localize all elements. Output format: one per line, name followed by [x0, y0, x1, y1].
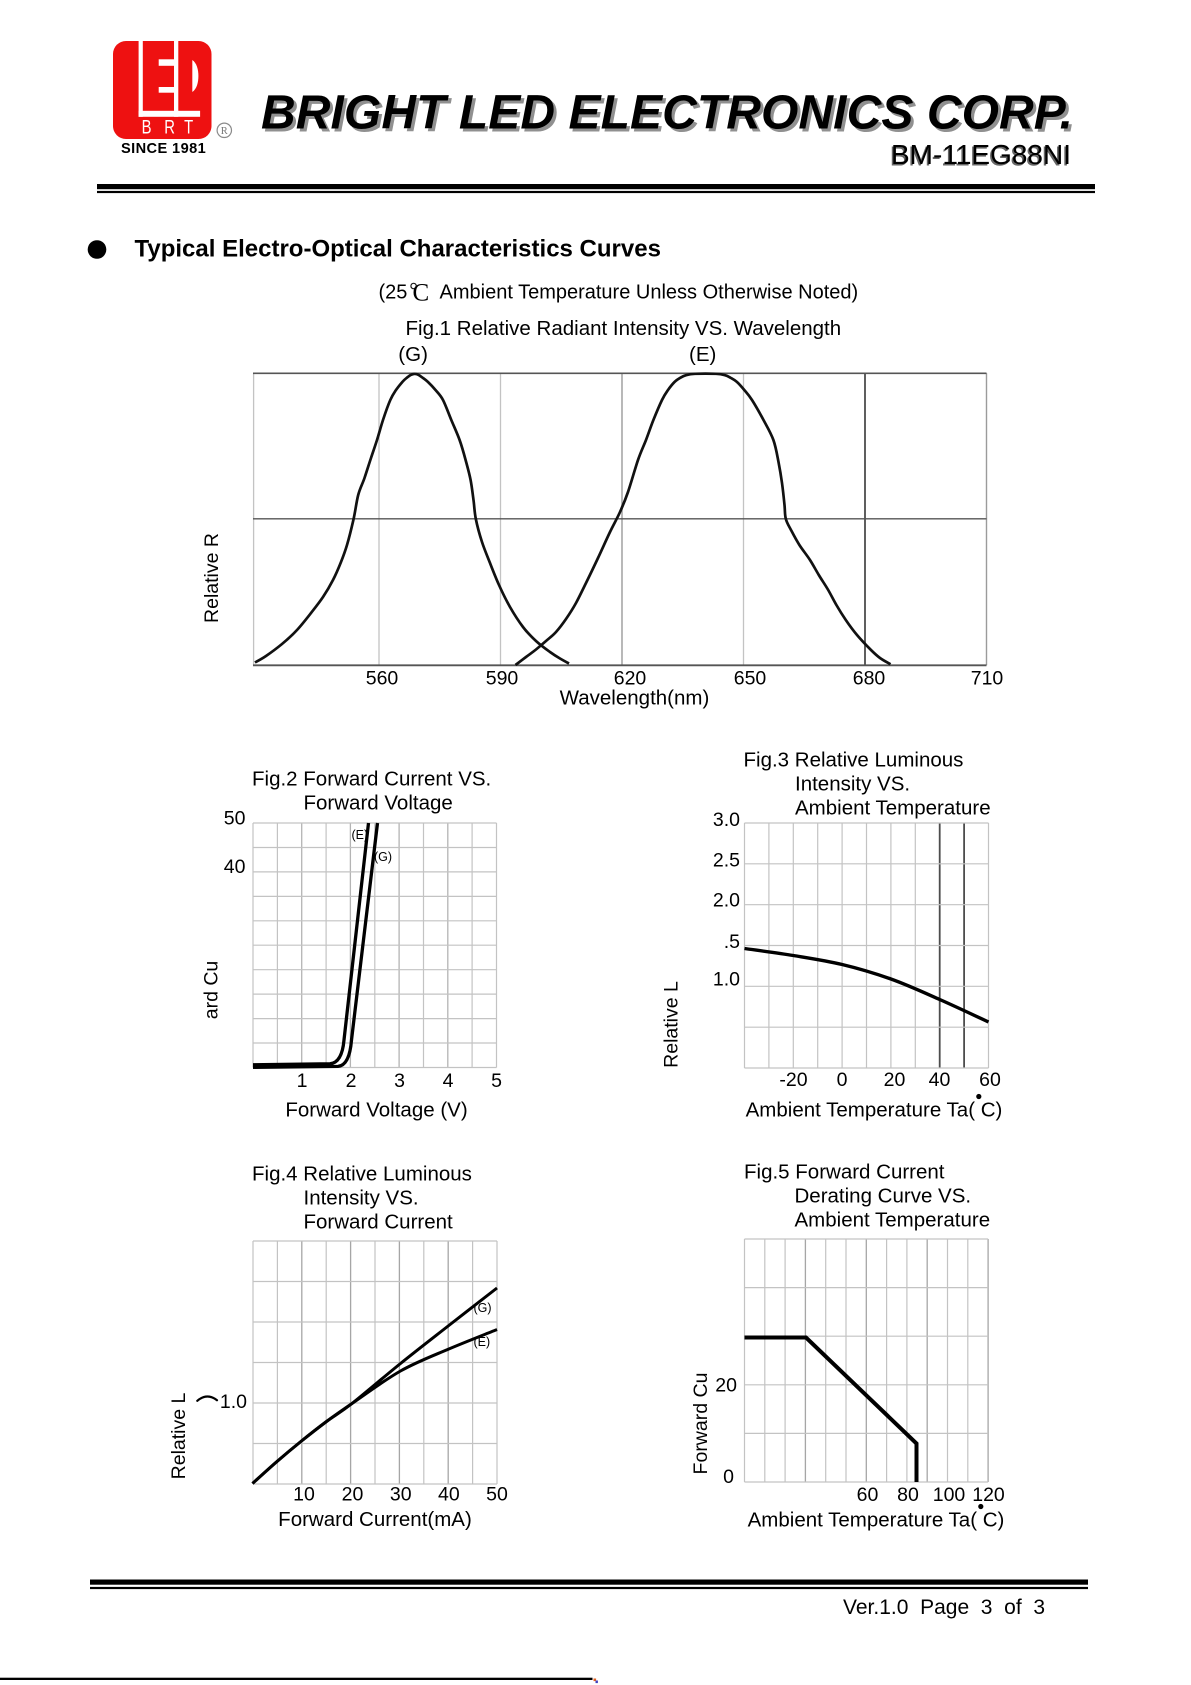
svg-text:BM-11EG88NI: BM-11EG88NI [890, 141, 1070, 172]
svg-text:710: 710 [971, 667, 1004, 689]
svg-text:R: R [221, 126, 228, 137]
svg-text:1.0: 1.0 [713, 969, 740, 991]
svg-text:50: 50 [224, 808, 246, 830]
svg-text:680: 680 [853, 667, 886, 689]
svg-text:1.0: 1.0 [220, 1391, 247, 1413]
svg-text:Intensity VS.: Intensity VS. [795, 773, 910, 796]
svg-text:30: 30 [390, 1484, 412, 1506]
svg-text:60: 60 [979, 1069, 1001, 1091]
svg-text:(E): (E) [474, 1335, 491, 1349]
svg-text:50: 50 [486, 1484, 508, 1506]
svg-text:Relative L: Relative L [168, 1392, 190, 1479]
svg-text:Ambient Temperature Ta( C): Ambient Temperature Ta( C) [746, 1099, 1003, 1122]
svg-text:Ambient Temperature: Ambient Temperature [795, 797, 991, 820]
svg-text:C: C [413, 280, 430, 307]
svg-text:Wavelength(nm): Wavelength(nm) [560, 687, 710, 710]
svg-text:5: 5 [491, 1070, 502, 1092]
svg-text:3.0: 3.0 [713, 809, 740, 831]
svg-text:Ver.1.0 Page 3 of 3: Ver.1.0 Page 3 of 3 [843, 1596, 1045, 1619]
svg-text:Forward Voltage (V): Forward Voltage (V) [285, 1099, 467, 1122]
svg-text:BRIGHT LED ELECTRONICS CORP.: BRIGHT LED ELECTRONICS CORP. [264, 90, 1076, 143]
svg-text:BM-11EG88NI: BM-11EG88NI [891, 139, 1071, 170]
svg-text:BRIGHT LED ELECTRONICS CORP.: BRIGHT LED ELECTRONICS CORP. [261, 87, 1073, 140]
svg-text:B: B [142, 117, 152, 138]
svg-text:20: 20 [884, 1069, 906, 1091]
svg-text:Forward Voltage: Forward Voltage [304, 792, 453, 815]
svg-text:(E): (E) [689, 343, 716, 366]
svg-text:2.0: 2.0 [713, 890, 740, 912]
svg-text:2: 2 [346, 1070, 357, 1092]
svg-text:0: 0 [723, 1466, 734, 1488]
svg-text:560: 560 [366, 667, 399, 689]
svg-text:.5: .5 [724, 931, 740, 953]
svg-text:40: 40 [224, 856, 246, 878]
svg-text:20: 20 [715, 1375, 737, 1397]
svg-text:Fig.1 Relative Radiant Intensi: Fig.1 Relative Radiant Intensity VS. Wav… [406, 317, 842, 340]
svg-text:0: 0 [837, 1069, 848, 1091]
svg-text:Typical Electro-Optical Charac: Typical Electro-Optical Characteristics … [135, 236, 661, 263]
svg-text:(G): (G) [474, 1301, 492, 1315]
svg-text:20: 20 [342, 1484, 364, 1506]
svg-text:2.5: 2.5 [713, 849, 740, 871]
svg-text:-20: -20 [779, 1069, 807, 1091]
svg-text:Relative R: Relative R [201, 533, 223, 623]
svg-text:Forward Current: Forward Current [304, 1211, 454, 1234]
svg-text:40: 40 [438, 1484, 460, 1506]
svg-text:80: 80 [897, 1484, 919, 1506]
svg-text:Forward Cu: Forward Cu [690, 1373, 712, 1475]
svg-text:Fig.4 Relative Luminous: Fig.4 Relative Luminous [252, 1163, 472, 1186]
svg-text:Intensity VS.: Intensity VS. [304, 1187, 419, 1210]
svg-text:(E): (E) [352, 828, 369, 842]
svg-text:(G): (G) [374, 850, 392, 864]
svg-text:1: 1 [297, 1070, 308, 1092]
svg-text:590: 590 [486, 667, 519, 689]
svg-text:Ambient Temperature Unless Oth: Ambient Temperature Unless Otherwise Not… [440, 282, 859, 304]
svg-text:T: T [184, 117, 193, 138]
svg-text:10: 10 [293, 1484, 315, 1506]
svg-text:SINCE 1981: SINCE 1981 [121, 141, 206, 157]
svg-text:ard Cu: ard Cu [201, 961, 223, 1020]
svg-text:Forward Current(mA): Forward Current(mA) [278, 1508, 472, 1531]
svg-text:3: 3 [394, 1070, 405, 1092]
svg-text:60: 60 [857, 1484, 879, 1506]
svg-text:100: 100 [933, 1484, 966, 1506]
svg-text:Fig.2 Forward Current VS.: Fig.2 Forward Current VS. [252, 768, 491, 791]
svg-text:Ambient Temperature: Ambient Temperature [795, 1209, 991, 1232]
svg-text:(G): (G) [398, 343, 428, 366]
svg-text:620: 620 [614, 667, 647, 689]
svg-text:4: 4 [443, 1070, 454, 1092]
svg-text:Fig.3 Relative Luminous: Fig.3 Relative Luminous [744, 749, 964, 772]
svg-text:40: 40 [929, 1069, 951, 1091]
svg-text:Relative L: Relative L [661, 981, 683, 1068]
svg-text:Ambient Temperature Ta( C): Ambient Temperature Ta( C) [748, 1509, 1005, 1532]
svg-text:120: 120 [972, 1484, 1005, 1506]
svg-text:650: 650 [734, 667, 767, 689]
svg-text:R: R [164, 117, 175, 138]
svg-text:Derating Curve VS.: Derating Curve VS. [795, 1185, 972, 1208]
svg-text:(25: (25 [379, 282, 408, 304]
svg-text:Fig.5 Forward Current: Fig.5 Forward Current [744, 1161, 945, 1184]
